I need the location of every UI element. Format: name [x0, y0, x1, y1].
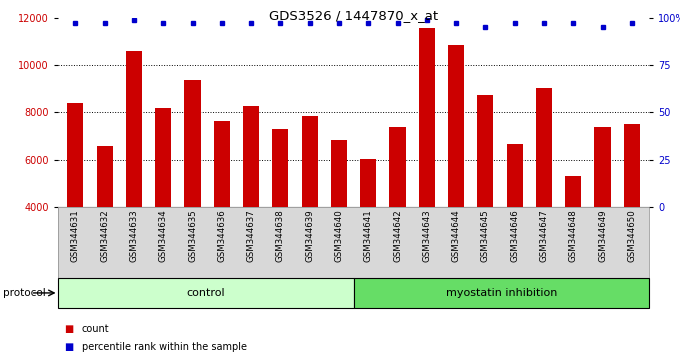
- Text: GSM344646: GSM344646: [510, 209, 519, 262]
- Bar: [390, 127, 405, 302]
- Text: GSM344632: GSM344632: [100, 209, 109, 262]
- Text: GSM344649: GSM344649: [598, 209, 607, 262]
- Text: count: count: [82, 324, 109, 334]
- Text: GSM344650: GSM344650: [628, 209, 636, 262]
- Text: GSM344637: GSM344637: [247, 209, 256, 262]
- Text: GSM344645: GSM344645: [481, 209, 490, 262]
- Text: protocol: protocol: [3, 288, 46, 298]
- Bar: [67, 103, 84, 302]
- Text: control: control: [186, 288, 225, 298]
- Text: GSM344647: GSM344647: [539, 209, 549, 262]
- Text: GSM344641: GSM344641: [364, 209, 373, 262]
- Text: GSM344648: GSM344648: [568, 209, 578, 262]
- Bar: [155, 108, 171, 302]
- Bar: [302, 116, 318, 302]
- Text: percentile rank within the sample: percentile rank within the sample: [82, 342, 247, 352]
- Text: GSM344631: GSM344631: [71, 209, 80, 262]
- Bar: [126, 51, 142, 302]
- Bar: [477, 95, 494, 302]
- Bar: [354, 278, 649, 308]
- Bar: [565, 176, 581, 302]
- Bar: [360, 159, 376, 302]
- Text: GSM344638: GSM344638: [276, 209, 285, 262]
- Text: ■: ■: [65, 324, 74, 334]
- Text: GSM344633: GSM344633: [129, 209, 139, 262]
- Bar: [272, 129, 288, 302]
- Text: GSM344640: GSM344640: [335, 209, 343, 262]
- Text: GSM344635: GSM344635: [188, 209, 197, 262]
- Bar: [419, 28, 435, 302]
- Bar: [448, 45, 464, 302]
- Bar: [624, 124, 640, 302]
- Bar: [184, 80, 201, 302]
- Text: ■: ■: [65, 342, 74, 352]
- Bar: [243, 107, 259, 302]
- Text: GSM344639: GSM344639: [305, 209, 314, 262]
- Text: GSM344642: GSM344642: [393, 209, 402, 262]
- Text: myostatin inhibition: myostatin inhibition: [446, 288, 557, 298]
- Text: GSM344643: GSM344643: [422, 209, 431, 262]
- Bar: [331, 139, 347, 302]
- Text: GSM344636: GSM344636: [218, 209, 226, 262]
- Bar: [594, 127, 611, 302]
- Bar: [536, 87, 552, 302]
- Bar: [507, 144, 523, 302]
- Text: GDS3526 / 1447870_x_at: GDS3526 / 1447870_x_at: [269, 9, 438, 22]
- Bar: [58, 278, 354, 308]
- Bar: [97, 145, 113, 302]
- Text: GSM344634: GSM344634: [158, 209, 168, 262]
- Bar: [214, 121, 230, 302]
- Text: GSM344644: GSM344644: [452, 209, 460, 262]
